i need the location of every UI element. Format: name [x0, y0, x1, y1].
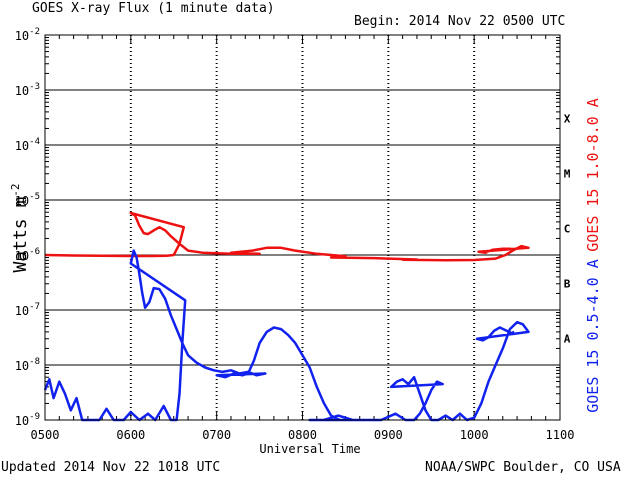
- y-tick-label: 10-2: [15, 27, 40, 43]
- y-tick-label: 10-6: [15, 247, 40, 263]
- y-tick-label: 10-9: [15, 412, 40, 428]
- series-lines: [43, 211, 530, 422]
- updated-time: Updated 2014 Nov 22 1018 UTC: [1, 460, 221, 475]
- flare-class-label: B: [564, 278, 571, 291]
- y-tick-label: 10-4: [15, 137, 40, 153]
- y-tick-label: 10-7: [15, 302, 40, 318]
- flare-class-label: C: [564, 223, 571, 236]
- x-tick-label: 0900: [374, 428, 403, 442]
- series-line: [43, 249, 530, 422]
- y-tick-label: 10-3: [15, 82, 40, 98]
- x-tick-label: 1000: [460, 428, 489, 442]
- flare-class-label: X: [564, 113, 571, 126]
- y-tick-label: 10-5: [15, 192, 40, 208]
- begin-time: Begin: 2014 Nov 22 0500 UTC: [354, 14, 566, 29]
- y-axis-label: Watts m-2: [9, 183, 31, 272]
- x-tick-label: 0600: [116, 428, 145, 442]
- chart-title: GOES X-ray Flux (1 minute data): [32, 1, 275, 16]
- x-axis-label: Universal Time: [259, 442, 360, 456]
- x-tick-labels: 0500 0600 0700 0800 0900 1000 1100: [31, 428, 575, 442]
- legend-entry: GOES 15 1.0-8.0 A: [584, 98, 602, 252]
- y-tick-labels: 10-9 10-8 10-7 10-6 10-5 10-4 10-3 10-2: [15, 27, 40, 428]
- legend-entry: GOES 15 0.5-4.0 A: [584, 259, 602, 413]
- flare-class-label: A: [564, 333, 571, 346]
- x-tick-label: 0500: [31, 428, 60, 442]
- series-line: [44, 211, 530, 262]
- credit: NOAA/SWPC Boulder, CO USA: [425, 460, 621, 475]
- series-legend: GOES 15 1.0-8.0 A GOES 15 0.5-4.0 A: [584, 98, 602, 413]
- x-tick-label: 1100: [546, 428, 575, 442]
- x-tick-label: 0700: [202, 428, 231, 442]
- flare-class-label: M: [564, 168, 571, 181]
- y-tick-label: 10-8: [15, 357, 40, 373]
- x-tick-label: 0800: [288, 428, 317, 442]
- grid-lines: [45, 35, 560, 420]
- flare-class-labels: X M C B A: [564, 113, 571, 346]
- plot-frame: [44, 34, 561, 421]
